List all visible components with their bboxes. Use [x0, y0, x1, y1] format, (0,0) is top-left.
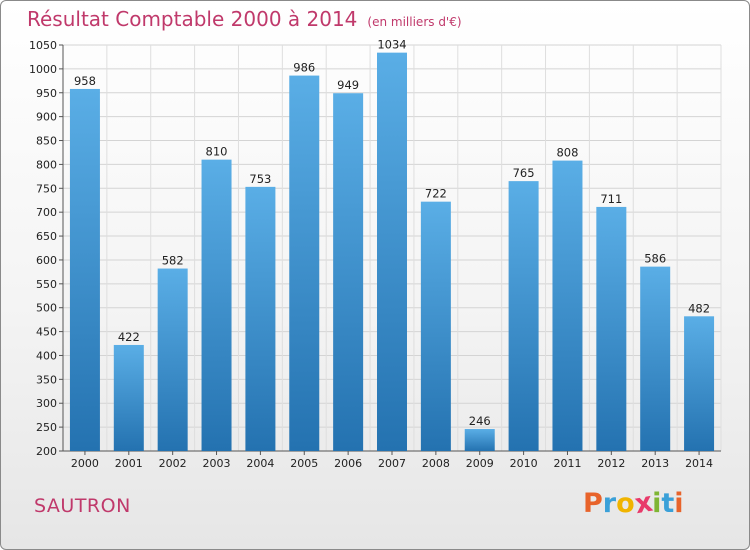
- value-label: 958: [74, 74, 96, 88]
- axes: 200 250 300 350 400 450 500 550 600 650 700 750 800 8…: [29, 39, 721, 470]
- x-tick-label: 2006: [334, 457, 362, 470]
- logo-letter: r: [602, 488, 617, 519]
- value-label: 422: [118, 330, 140, 344]
- y-tick-label: 850: [36, 135, 57, 148]
- value-label: 586: [644, 252, 666, 266]
- bar-2002: [157, 268, 188, 451]
- x-tick-label: 2001: [115, 457, 143, 470]
- bar-2012: [596, 206, 627, 451]
- x-tick-label: 2012: [597, 457, 625, 470]
- bar-2004: [245, 186, 276, 451]
- bar-2010: [508, 181, 539, 452]
- labels: 958 422 582 810 753 986 949 1034 722 246 765 808 711…: [74, 38, 710, 428]
- bar-2011: [552, 160, 583, 452]
- chart-subtitle: (en milliers d'€): [367, 15, 462, 29]
- y-tick-label: 800: [36, 158, 57, 171]
- value-label: 986: [293, 61, 315, 75]
- bar-2006: [333, 93, 364, 451]
- bar-2001: [113, 344, 144, 451]
- value-label: 246: [469, 414, 491, 428]
- y-tick-label: 900: [36, 111, 57, 124]
- bar-2005: [289, 75, 320, 452]
- chart-title: Résultat Comptable 2000 à 2014 (en millie…: [27, 7, 462, 31]
- y-tick-label: 450: [36, 326, 57, 339]
- value-label: 949: [337, 78, 359, 92]
- bar-2009: [464, 429, 495, 451]
- x-tick-label: 2008: [422, 457, 450, 470]
- y-tick-label: 1050: [29, 39, 57, 52]
- value-label: 808: [556, 146, 578, 160]
- x-tick-label: 2002: [159, 457, 187, 470]
- value-label: 582: [162, 254, 184, 268]
- y-tick-label: 600: [36, 254, 57, 267]
- bars: [69, 52, 715, 452]
- bar-2000: [69, 88, 100, 451]
- logo-letter: o: [616, 488, 635, 519]
- city-name: SAUTRON: [34, 495, 131, 517]
- x-tick-label: 2007: [378, 457, 406, 470]
- bar-2003: [201, 159, 232, 451]
- x-tick-label: 2013: [641, 457, 669, 470]
- y-tick-label: 200: [36, 445, 57, 458]
- x-tick-label: 2011: [553, 457, 581, 470]
- value-label: 753: [249, 172, 271, 186]
- x-tick-label: 2003: [203, 457, 231, 470]
- y-tick-label: 250: [36, 421, 57, 434]
- x-tick-label: 2009: [466, 457, 494, 470]
- bar-2007: [377, 52, 407, 451]
- x-tick-label: 2014: [685, 457, 713, 470]
- x-tick-label: 2000: [71, 457, 99, 470]
- logo-letter: t: [661, 488, 675, 519]
- x-tick-label: 2004: [246, 457, 274, 470]
- y-tick-label: 950: [36, 87, 57, 100]
- y-tick-label: 300: [36, 397, 57, 410]
- y-tick-label: 400: [36, 349, 57, 362]
- logo-letter: P: [583, 488, 603, 519]
- logo-letter: i: [652, 488, 662, 519]
- y-tick-label: 750: [36, 182, 57, 195]
- bar-2008: [420, 201, 451, 451]
- value-label: 711: [600, 192, 622, 206]
- bar-2013: [640, 266, 671, 451]
- value-label: 482: [688, 301, 710, 315]
- y-tick-label: 550: [36, 278, 57, 291]
- y-tick-label: 700: [36, 206, 57, 219]
- y-tick-label: 500: [36, 302, 57, 315]
- x-tick-label: 2005: [290, 457, 318, 470]
- y-tick-label: 650: [36, 230, 57, 243]
- value-label: 722: [425, 187, 447, 201]
- value-label: 1034: [377, 38, 406, 52]
- logo-letter: i: [674, 488, 684, 519]
- x-tick-label: 2010: [510, 457, 538, 470]
- chart-title-text: Résultat Comptable 2000 à 2014: [27, 7, 358, 31]
- y-tick-label: 350: [36, 373, 57, 386]
- y-tick-label: 1000: [29, 63, 57, 76]
- value-label: 765: [513, 166, 535, 180]
- value-label: 810: [206, 145, 228, 159]
- bar-2014: [684, 316, 715, 451]
- proxiti-logo[interactable]: Proxiti: [583, 487, 684, 521]
